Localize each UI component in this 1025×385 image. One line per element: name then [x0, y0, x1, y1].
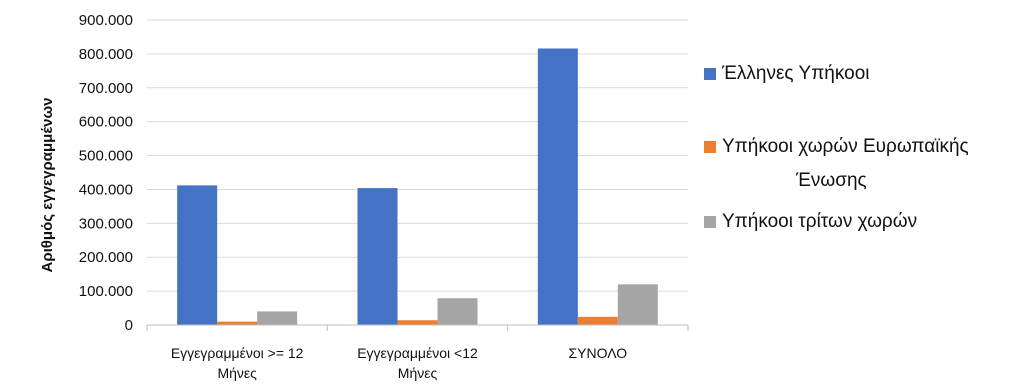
bar-series-3-category-1	[257, 311, 298, 325]
legend: Έλληνες Υπήκοοι Υπήκοοι χωρών Ευρωπαϊκής Έ…	[704, 63, 969, 232]
legend-swatch	[704, 216, 716, 228]
y-tick-label: 200.000	[79, 249, 133, 266]
legend-label: Έλληνες Υπήκοοι	[721, 63, 870, 84]
y-tick-label: 800.000	[79, 46, 133, 63]
legend-swatch	[704, 141, 716, 153]
y-tick-label: 0	[125, 317, 133, 334]
y-tick-label: 500.000	[79, 148, 133, 165]
legend-label: Ένωσης	[795, 170, 867, 191]
y-tick-label: 700.000	[79, 80, 133, 97]
bar-series-1-category-2	[357, 188, 398, 325]
x-category-label: Μήνες	[398, 365, 438, 381]
axis-titles: Αριθμός εγγεγραμμένων	[39, 98, 56, 273]
x-category-label: Μήνες	[217, 365, 257, 381]
gridlines	[147, 19, 688, 292]
legend-swatch	[704, 68, 716, 80]
bar-series-3-category-2	[437, 298, 478, 325]
y-tick-label: 600.000	[79, 114, 133, 131]
legend-label: Υπήκοοι τρίτων χωρών	[722, 211, 917, 232]
y-axis-title: Αριθμός εγγεγραμμένων	[39, 98, 56, 273]
bar-series-2-category-1	[217, 321, 258, 325]
bar-series-1-category-3	[537, 48, 578, 325]
x-axis	[146, 324, 689, 331]
legend-label: Υπήκοοι χωρών Ευρωπαϊκής	[722, 136, 969, 157]
bar-series-3-category-3	[617, 284, 658, 325]
y-tick-label: 300.000	[79, 215, 133, 232]
y-tick-label: 400.000	[79, 181, 133, 198]
bar-series-2-category-3	[577, 316, 618, 325]
x-axis-categories: Εγγεγραμμένοι >= 12 Μήνες Εγγεγραμμένοι <1…	[171, 345, 627, 381]
bar-series-2-category-2	[397, 320, 438, 325]
x-category-label: ΣΥΝΟΛΟ	[568, 345, 627, 361]
y-axis-ticks: 0 100.000 200.000 300.000 400.000 500.000 600.…	[79, 12, 133, 334]
y-tick-label: 100.000	[79, 283, 133, 300]
bars	[177, 48, 658, 325]
x-category-label: Εγγεγραμμένοι <12	[357, 345, 478, 361]
y-tick-label: 900.000	[79, 12, 133, 29]
x-category-label: Εγγεγραμμένοι >= 12	[171, 345, 304, 361]
bar-series-1-category-1	[177, 185, 218, 325]
